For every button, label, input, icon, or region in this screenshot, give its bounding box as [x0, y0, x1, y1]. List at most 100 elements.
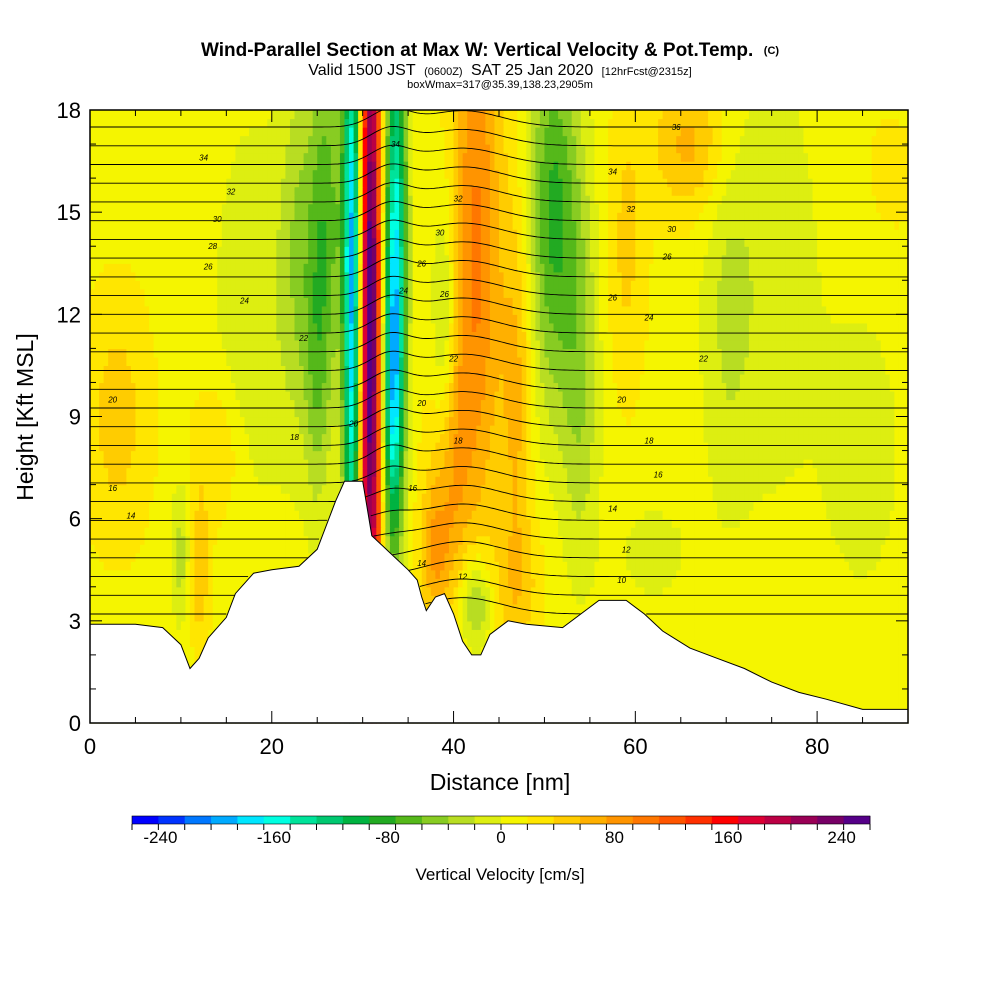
- velocity-cell: [508, 493, 514, 503]
- velocity-cell: [203, 603, 209, 613]
- velocity-cell: [767, 671, 773, 682]
- velocity-cell: [508, 569, 514, 579]
- velocity-cell: [780, 518, 786, 528]
- velocity-cell: [103, 561, 109, 571]
- velocity-cell: [576, 603, 582, 613]
- velocity-cell: [94, 484, 100, 494]
- velocity-cell: [217, 484, 223, 494]
- velocity-cell: [862, 654, 868, 664]
- velocity-cell: [744, 527, 750, 537]
- velocity-cell: [167, 569, 173, 579]
- velocity-cell: [130, 595, 137, 605]
- velocity-cell: [371, 493, 377, 503]
- velocity-cell: [785, 578, 791, 588]
- velocity-cell: [767, 612, 773, 622]
- velocity-cell: [508, 595, 514, 605]
- velocity-cell: [408, 552, 414, 562]
- velocity-cell: [698, 518, 705, 528]
- velocity-cell: [635, 552, 641, 562]
- velocity-cell: [380, 501, 386, 511]
- velocity-cell: [235, 527, 241, 537]
- velocity-cell: [685, 518, 691, 528]
- velocity-cell: [703, 586, 709, 596]
- velocity-cell: [235, 510, 241, 520]
- velocity-cell: [135, 586, 141, 596]
- velocity-cell: [735, 510, 741, 520]
- velocity-cell: [848, 569, 855, 579]
- velocity-cell: [139, 561, 146, 571]
- velocity-cell: [449, 527, 455, 537]
- velocity-cell: [508, 586, 514, 596]
- velocity-cell: [680, 578, 686, 588]
- velocity-cell: [462, 637, 468, 647]
- velocity-cell: [426, 527, 432, 537]
- velocity-cell: [530, 586, 536, 596]
- velocity-cell: [830, 586, 836, 596]
- velocity-cell: [585, 510, 591, 520]
- velocity-cell: [494, 501, 500, 511]
- velocity-cell: [753, 612, 759, 622]
- velocity-cell: [871, 569, 877, 579]
- velocity-cell: [721, 569, 727, 579]
- velocity-cell: [403, 561, 409, 571]
- velocity-cell: [808, 561, 814, 571]
- velocity-cell: [576, 527, 582, 537]
- velocity-cell: [653, 552, 659, 562]
- velocity-cell: [103, 501, 109, 511]
- velocity-cell: [703, 544, 709, 554]
- velocity-cell: [321, 501, 327, 511]
- velocity-cell: [730, 612, 736, 622]
- velocity-cell: [149, 620, 155, 630]
- velocity-cell: [435, 501, 441, 511]
- velocity-cell: [185, 612, 191, 622]
- velocity-cell: [489, 620, 496, 630]
- velocity-cell: [885, 552, 891, 562]
- velocity-cell: [658, 484, 664, 494]
- velocity-cell: [217, 493, 223, 503]
- velocity-cell: [430, 586, 436, 596]
- velocity-cell: [589, 518, 596, 528]
- velocity-cell: [885, 493, 891, 503]
- velocity-cell: [189, 654, 196, 664]
- velocity-cell: [230, 501, 237, 511]
- velocity-cell: [580, 527, 586, 537]
- velocity-cell: [753, 603, 759, 613]
- velocity-cell: [562, 561, 568, 571]
- velocity-cell: [453, 535, 459, 545]
- velocity-cell: [685, 569, 691, 579]
- velocity-cell: [771, 493, 777, 503]
- velocity-cell: [767, 654, 773, 664]
- velocity-cell: [108, 535, 114, 545]
- velocity-cell: [880, 586, 886, 596]
- velocity-cell: [676, 578, 682, 588]
- velocity-cell: [189, 586, 196, 596]
- velocity-cell: [667, 603, 673, 613]
- velocity-cell: [376, 484, 382, 494]
- velocity-cell: [635, 586, 641, 596]
- velocity-cell: [503, 586, 509, 596]
- velocity-cell: [267, 510, 273, 520]
- velocity-cell: [844, 595, 850, 605]
- velocity-cell: [444, 561, 450, 571]
- velocity-cell: [267, 501, 273, 511]
- velocity-cell: [858, 561, 864, 571]
- velocity-cell: [494, 535, 500, 545]
- velocity-cell: [421, 578, 427, 588]
- velocity-cell: [576, 535, 582, 545]
- velocity-cell: [544, 544, 550, 554]
- velocity-cell: [785, 612, 791, 622]
- velocity-cell: [839, 578, 845, 588]
- velocity-cell: [112, 518, 118, 528]
- velocity-cell: [412, 552, 418, 562]
- velocity-cell: [898, 603, 905, 613]
- velocity-cell: [789, 510, 795, 520]
- velocity-cell: [112, 595, 118, 605]
- velocity-cell: [476, 620, 482, 630]
- velocity-cell: [194, 518, 200, 528]
- velocity-cell: [794, 544, 800, 554]
- velocity-cell: [503, 578, 509, 588]
- velocity-cell: [721, 595, 727, 605]
- velocity-cell: [667, 612, 673, 622]
- velocity-cell: [698, 527, 705, 537]
- velocity-cell: [226, 578, 232, 588]
